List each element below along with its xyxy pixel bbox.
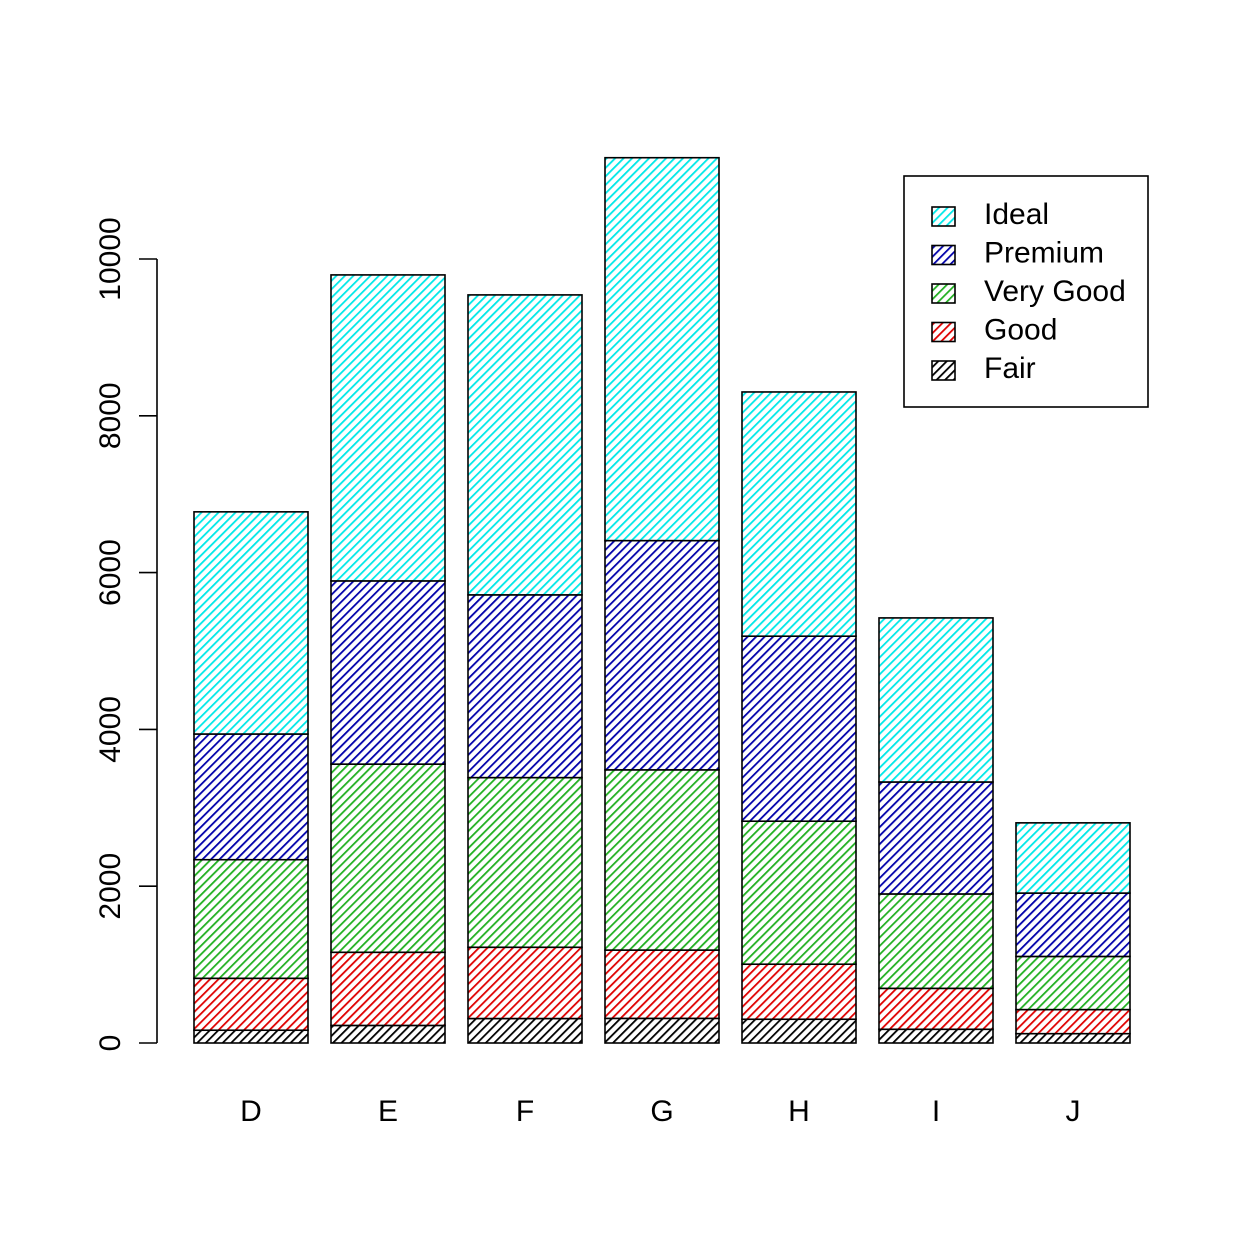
- bars-group: [193, 156, 1131, 1044]
- bar-f-very-good: [467, 776, 583, 949]
- legend-label-fair: Fair: [984, 352, 1036, 385]
- legend-label-very-good: Very Good: [984, 275, 1126, 308]
- bar-g-ideal: [604, 156, 720, 542]
- bar-j-premium: [1015, 892, 1131, 958]
- bar-i-premium: [878, 781, 994, 895]
- x-tick-label-h: H: [788, 1095, 810, 1128]
- bar-g-very-good: [604, 769, 720, 951]
- bar-e-good: [330, 951, 446, 1027]
- bar-h-premium: [741, 635, 857, 823]
- bar-g-premium: [604, 539, 720, 771]
- bar-j-good: [1015, 1008, 1131, 1035]
- y-tick-label-6000: 6000: [94, 539, 127, 606]
- y-tick-label-0: 0: [94, 1035, 127, 1052]
- legend-swatch-fair: [931, 360, 956, 381]
- legend-label-premium: Premium: [984, 236, 1104, 269]
- legend: Ideal Premium Very Good Good Fair: [903, 175, 1149, 408]
- x-tick-label-j: J: [1066, 1095, 1081, 1128]
- bar-g-good: [604, 949, 720, 1020]
- bar-h-very-good: [741, 820, 857, 966]
- legend-swatch-very-good: [931, 283, 956, 304]
- bar-h-good: [741, 963, 857, 1021]
- y-tick-label-4000: 4000: [94, 696, 127, 763]
- bar-i-fair: [878, 1028, 994, 1044]
- x-tick-label-e: E: [378, 1095, 398, 1128]
- y-axis: 0 2000 4000 6000 8000 10000: [94, 217, 158, 1052]
- bar-i-very-good: [878, 893, 994, 990]
- bar-j-fair: [1015, 1032, 1131, 1044]
- bar-h-fair: [741, 1018, 857, 1044]
- x-tick-label-f: F: [516, 1095, 534, 1128]
- x-tick-label-i: I: [932, 1095, 940, 1128]
- bar-j-very-good: [1015, 955, 1131, 1011]
- bar-e-premium: [330, 580, 446, 765]
- bar-d-very-good: [193, 858, 309, 980]
- y-tick-label-8000: 8000: [94, 382, 127, 449]
- bar-f-fair: [467, 1017, 583, 1044]
- y-tick-label-10000: 10000: [94, 217, 127, 300]
- bar-d-good: [193, 977, 309, 1032]
- bar-f-good: [467, 946, 583, 1020]
- bar-e-very-good: [330, 763, 446, 954]
- x-tick-label-d: D: [240, 1095, 262, 1128]
- bar-d-fair: [193, 1029, 309, 1044]
- bar-i-good: [878, 987, 994, 1031]
- legend-swatch-premium: [931, 244, 956, 266]
- bar-h-ideal: [741, 391, 857, 637]
- legend-label-good: Good: [984, 313, 1057, 346]
- legend-swatch-good: [931, 321, 956, 343]
- x-axis-labels: D E F G H I J: [240, 1095, 1080, 1128]
- bar-i-ideal: [878, 617, 994, 783]
- bar-f-ideal: [467, 294, 583, 596]
- y-tick-label-2000: 2000: [94, 853, 127, 920]
- legend-swatch-ideal: [931, 206, 956, 227]
- legend-label-ideal: Ideal: [984, 198, 1049, 231]
- bar-j-ideal: [1015, 822, 1131, 894]
- bar-d-ideal: [193, 511, 309, 735]
- x-tick-label-g: G: [650, 1095, 673, 1128]
- bar-d-premium: [193, 733, 309, 861]
- bar-e-fair: [330, 1024, 446, 1044]
- bar-g-fair: [604, 1017, 720, 1044]
- bar-e-ideal: [330, 274, 446, 582]
- bar-f-premium: [467, 594, 583, 779]
